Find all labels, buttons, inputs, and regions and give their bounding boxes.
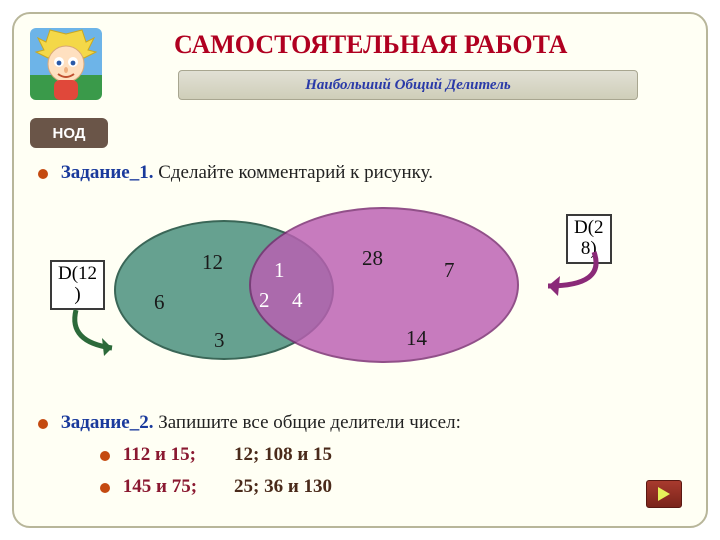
task2-item-2: 145 и 75; bbox=[100, 476, 197, 498]
task2-body: Запишите все общие делители чисел: bbox=[158, 412, 461, 433]
task1-prefix: Задание_1. bbox=[61, 162, 154, 183]
venn-val-4: 4 bbox=[292, 288, 303, 313]
slide-title: САМОСТОЯТЕЛЬНАЯ РАБОТА bbox=[174, 30, 567, 60]
bullet-icon bbox=[100, 483, 110, 493]
subtitle-text: Наибольший Общий Делитель bbox=[305, 77, 511, 94]
bullet-icon bbox=[38, 419, 48, 429]
play-icon bbox=[656, 486, 672, 502]
label-d12-l2: ) bbox=[74, 284, 80, 305]
venn-val-28: 28 bbox=[362, 246, 383, 271]
task2-item-2b-wrap: 25; 36 и 130 bbox=[234, 476, 332, 498]
avatar-image bbox=[30, 28, 102, 100]
label-d12-l1: D(12 bbox=[58, 263, 97, 284]
task1-line: Задание_1. Сделайте комментарий к рисунк… bbox=[38, 162, 433, 184]
task2-item-1a: 112 и 15; bbox=[123, 444, 196, 465]
venn-right-ellipse bbox=[249, 207, 519, 363]
task2-item-1b-wrap: 12; 108 и 15 bbox=[234, 444, 332, 466]
slide-frame: САМОСТОЯТЕЛЬНАЯ РАБОТА Наибольший Общий … bbox=[12, 12, 708, 528]
task1-body: Сделайте комментарий к рисунку. bbox=[158, 162, 433, 183]
subtitle-box: Наибольший Общий Делитель bbox=[178, 70, 638, 100]
task2-item-1: 112 и 15; bbox=[100, 444, 196, 466]
nod-text: НОД bbox=[53, 125, 86, 142]
venn-val-3: 3 bbox=[214, 328, 225, 353]
nod-tab: НОД bbox=[30, 118, 108, 148]
venn-val-2: 2 bbox=[259, 288, 270, 313]
title-text: САМОСТОЯТЕЛЬНАЯ РАБОТА bbox=[174, 30, 567, 59]
venn-val-6: 6 bbox=[154, 290, 165, 315]
bullet-icon bbox=[38, 169, 48, 179]
next-button[interactable] bbox=[646, 480, 682, 508]
task2-line: Задание_2. Запишите все общие делители ч… bbox=[38, 412, 461, 434]
task2-item-2a: 145 и 75; bbox=[123, 476, 197, 497]
label-d28-l1: D(2 bbox=[574, 217, 604, 238]
task2-item-1b: 12; 108 и 15 bbox=[234, 444, 332, 465]
venn-val-1: 1 bbox=[274, 258, 285, 283]
bullet-icon bbox=[100, 451, 110, 461]
task2-item-2b: 25; 36 и 130 bbox=[234, 476, 332, 497]
venn-val-12: 12 bbox=[202, 250, 223, 275]
venn-diagram: 6 12 3 1 2 4 28 7 14 bbox=[94, 210, 574, 390]
venn-val-14: 14 bbox=[406, 326, 427, 351]
venn-val-7: 7 bbox=[444, 258, 455, 283]
task2-prefix: Задание_2. bbox=[61, 412, 154, 433]
